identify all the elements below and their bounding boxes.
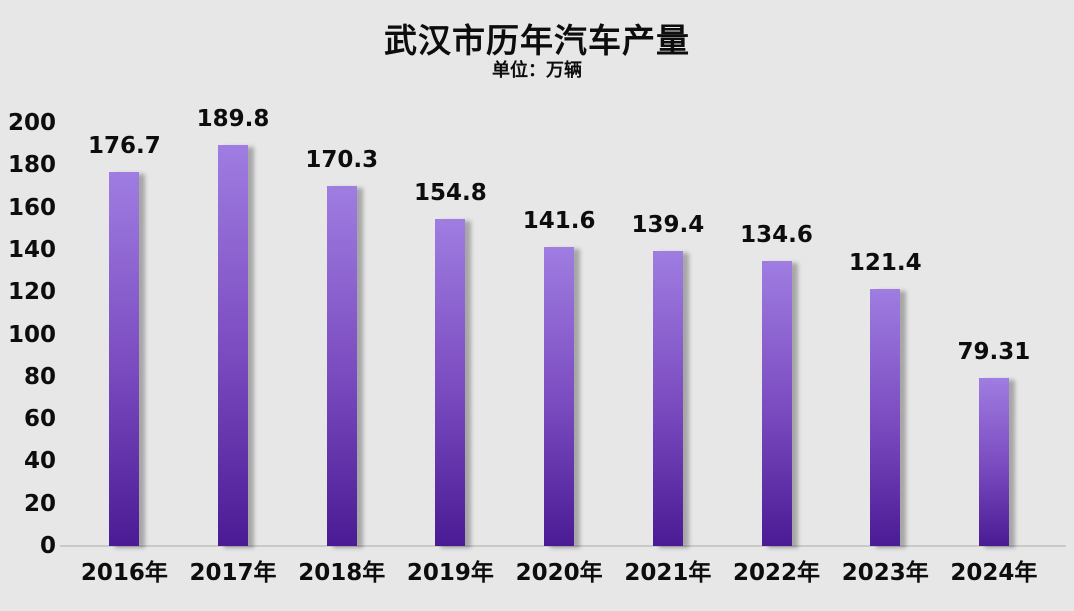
bar-value-label: 170.3	[305, 146, 379, 173]
x-axis-label: 2021年	[624, 560, 712, 586]
bar-2019年	[435, 218, 466, 546]
x-axis-line	[60, 545, 1066, 547]
x-axis-label: 2022年	[733, 560, 821, 586]
y-axis-tick: 0	[39, 533, 56, 559]
bar-2018年	[326, 185, 357, 546]
x-axis-label: 2023年	[841, 560, 929, 586]
bar-value-label: 189.8	[196, 105, 270, 132]
y-axis-tick: 180	[7, 152, 56, 179]
x-axis-label: 2016年	[80, 560, 168, 586]
bar-value-label: 141.6	[522, 207, 596, 234]
bar-2016年	[109, 172, 140, 546]
chart-title: 武汉市历年汽车产量	[384, 21, 690, 60]
x-axis-label: 2018年	[298, 560, 386, 586]
bar-2021年	[652, 251, 683, 546]
y-axis-tick: 40	[23, 448, 56, 475]
x-axis-label: 2024年	[950, 560, 1038, 586]
y-axis-tick: 60	[23, 406, 56, 433]
y-axis-tick: 100	[7, 321, 56, 348]
bar-value-label: 139.4	[631, 212, 705, 239]
x-axis-label: 2020年	[515, 560, 603, 586]
y-axis-tick: 160	[7, 194, 56, 221]
y-axis-tick: 80	[23, 363, 56, 390]
bar-value-label: 176.7	[87, 133, 161, 160]
y-axis-tick: 140	[7, 236, 56, 263]
bar-2020年	[544, 246, 575, 546]
y-axis-tick: 200	[7, 110, 56, 136]
bar-2017年	[218, 144, 249, 546]
bar-2024年	[978, 378, 1009, 546]
bar-value-label: 79.31	[957, 339, 1031, 366]
bar-2023年	[870, 289, 901, 546]
chart-subtitle: 单位：万辆	[492, 60, 582, 81]
bar-value-label: 134.6	[740, 222, 813, 249]
x-axis-label: 2019年	[406, 560, 494, 586]
bar-value-label: 154.8	[414, 179, 487, 206]
x-axis-label: 2017年	[189, 560, 277, 586]
y-axis-tick: 120	[7, 279, 56, 306]
bar-2022年	[761, 261, 792, 546]
y-axis-tick: 20	[23, 490, 56, 517]
bar-value-label: 121.4	[848, 250, 922, 277]
